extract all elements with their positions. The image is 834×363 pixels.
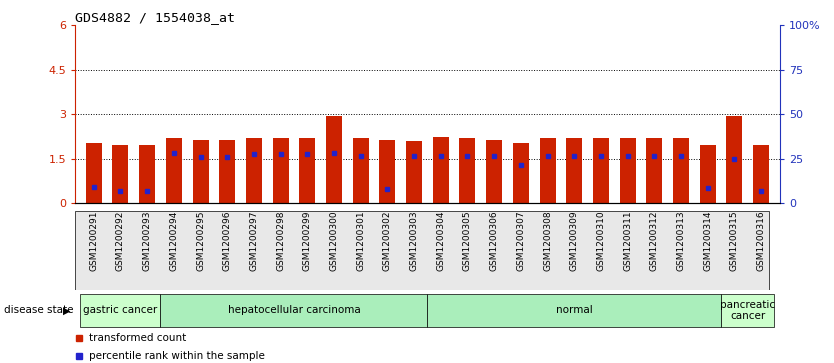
Text: percentile rank within the sample: percentile rank within the sample <box>89 351 265 362</box>
Bar <box>113 146 128 203</box>
Text: GSM1200300: GSM1200300 <box>329 211 339 271</box>
Bar <box>326 116 342 203</box>
Text: GSM1200311: GSM1200311 <box>623 211 632 271</box>
Text: GSM1200297: GSM1200297 <box>249 211 259 271</box>
Bar <box>353 138 369 203</box>
Text: GSM1200315: GSM1200315 <box>730 211 739 271</box>
Bar <box>486 139 502 203</box>
Bar <box>299 138 315 203</box>
Bar <box>246 138 262 203</box>
Text: GSM1200303: GSM1200303 <box>409 211 419 271</box>
Text: pancreatic
cancer: pancreatic cancer <box>721 299 776 321</box>
Text: GSM1200291: GSM1200291 <box>89 211 98 271</box>
Bar <box>219 139 235 203</box>
Text: GSM1200314: GSM1200314 <box>703 211 712 271</box>
Text: GSM1200299: GSM1200299 <box>303 211 312 271</box>
Text: GSM1200298: GSM1200298 <box>276 211 285 271</box>
Text: GSM1200304: GSM1200304 <box>436 211 445 271</box>
Bar <box>428 294 721 327</box>
Text: GSM1200301: GSM1200301 <box>356 211 365 271</box>
Bar <box>513 143 529 203</box>
Text: GSM1200292: GSM1200292 <box>116 211 125 271</box>
Bar <box>721 294 775 327</box>
Bar <box>166 138 182 203</box>
Bar <box>160 294 427 327</box>
Bar <box>273 138 289 203</box>
Bar <box>673 138 689 203</box>
Text: hepatocellular carcinoma: hepatocellular carcinoma <box>228 305 360 315</box>
Bar <box>593 138 609 203</box>
Bar <box>86 143 102 203</box>
Text: gastric cancer: gastric cancer <box>83 305 158 315</box>
Bar <box>433 136 449 203</box>
Bar <box>753 146 769 203</box>
Text: GSM1200296: GSM1200296 <box>223 211 232 271</box>
Bar <box>379 139 395 203</box>
Bar <box>620 138 636 203</box>
Bar <box>193 139 208 203</box>
Bar <box>540 138 555 203</box>
Text: GSM1200313: GSM1200313 <box>676 211 686 271</box>
Text: GSM1200294: GSM1200294 <box>169 211 178 271</box>
Text: disease state: disease state <box>4 305 73 315</box>
Text: GSM1200302: GSM1200302 <box>383 211 392 271</box>
Text: GSM1200316: GSM1200316 <box>756 211 766 271</box>
Text: transformed count: transformed count <box>89 334 187 343</box>
Bar <box>726 116 742 203</box>
Text: GSM1200293: GSM1200293 <box>143 211 152 271</box>
Text: GSM1200312: GSM1200312 <box>650 211 659 271</box>
Text: GSM1200309: GSM1200309 <box>570 211 579 271</box>
Bar <box>700 146 716 203</box>
Bar <box>646 138 662 203</box>
Text: GSM1200305: GSM1200305 <box>463 211 472 271</box>
Text: GSM1200308: GSM1200308 <box>543 211 552 271</box>
Bar <box>566 138 582 203</box>
Text: GSM1200295: GSM1200295 <box>196 211 205 271</box>
Bar <box>139 146 155 203</box>
Bar <box>406 141 422 203</box>
Text: GSM1200310: GSM1200310 <box>596 211 605 271</box>
Text: GSM1200306: GSM1200306 <box>490 211 499 271</box>
Text: normal: normal <box>556 305 593 315</box>
Text: ▶: ▶ <box>63 305 71 315</box>
Text: GSM1200307: GSM1200307 <box>516 211 525 271</box>
Text: GDS4882 / 1554038_at: GDS4882 / 1554038_at <box>75 11 235 24</box>
Bar <box>80 294 160 327</box>
Bar <box>460 138 475 203</box>
